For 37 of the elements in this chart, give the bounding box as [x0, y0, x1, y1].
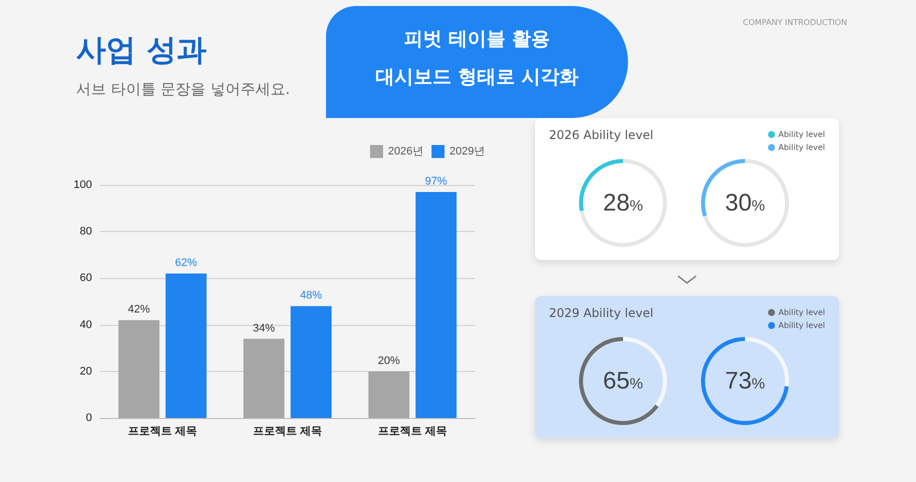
y-tick-label: 20	[80, 365, 92, 378]
chart-title: 2029 Ability level	[549, 306, 654, 320]
data-label: 48%	[300, 290, 322, 302]
data-label: 42%	[128, 304, 150, 316]
y-tick-label: 0	[86, 412, 92, 424]
y-tick-label: 100	[74, 179, 92, 191]
text: 피벗 테이블 활용 대시보드 형태로 시각화	[326, 6, 628, 118]
bar	[368, 371, 410, 418]
data-label: 20%	[378, 354, 400, 367]
bar	[166, 274, 207, 418]
bar	[416, 192, 457, 418]
chart-subtitle: 서브 타이틀 문장을 넣어주세요.	[76, 80, 290, 99]
bar	[290, 306, 332, 418]
legend-label: Ability level	[777, 320, 825, 332]
y-tick-label: 40	[80, 318, 92, 331]
data-label: 73%	[724, 368, 766, 394]
data-label: 97%	[425, 175, 448, 188]
legend-label: Ability level	[777, 142, 825, 154]
data-label: 34%	[252, 322, 276, 334]
chart-title: 사업 성과	[76, 32, 206, 70]
bar	[118, 320, 160, 418]
data-label: 65%	[602, 368, 644, 394]
data-label: 28%	[602, 190, 644, 216]
bar	[243, 338, 284, 418]
x-tick-label: 프로젝트 제목	[378, 426, 448, 438]
y-tick-label: 60	[80, 272, 92, 284]
x-tick-label: 프로젝트 제목	[128, 426, 198, 438]
chart-title: 2026 Ability level	[549, 128, 654, 142]
legend-label: Ability level	[777, 307, 825, 319]
legend-label: Ability level	[777, 129, 825, 141]
legend-label: 2029년	[450, 146, 486, 158]
y-tick-label: 80	[80, 226, 92, 238]
text: COMPANY INTRODUCTION	[742, 18, 848, 27]
x-tick-label: 프로젝트 제목	[252, 426, 322, 438]
legend-label: 2026년	[388, 146, 424, 158]
data-label: 30%	[724, 190, 766, 216]
data-label: 62%	[175, 257, 198, 270]
